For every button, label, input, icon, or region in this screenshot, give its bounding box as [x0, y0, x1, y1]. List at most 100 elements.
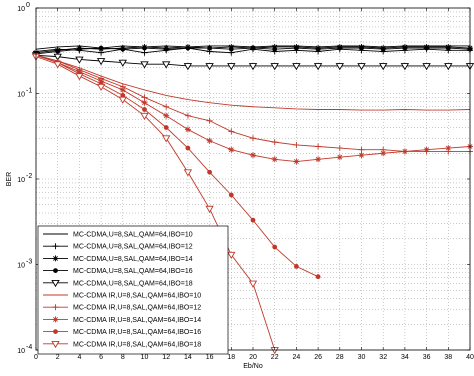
dot-marker: [359, 45, 364, 51]
dot-marker: [98, 45, 104, 51]
marker-stroke: [402, 149, 408, 154]
triangle-down-marker: [162, 135, 171, 143]
x-tick-label: 32: [379, 354, 387, 361]
plus-marker: [52, 304, 59, 311]
star-marker: [206, 137, 213, 144]
marker-stroke: [380, 150, 386, 156]
legend-entry: MC-CDMA IR,U=8,SAL,QAM=64,IBO=18: [43, 340, 201, 349]
legend-label: MC-CDMA IR,U=8,SAL,QAM=64,IBO=12: [73, 305, 201, 312]
dot-marker: [250, 45, 256, 51]
star-marker: [315, 156, 322, 163]
triangle-down-marker: [53, 53, 62, 61]
star-marker: [336, 154, 343, 161]
x-tick-label: 26: [314, 354, 322, 361]
x-axis-label: Eb/No: [243, 363, 263, 370]
star-marker: [271, 156, 278, 163]
y-tick-label: 10: [17, 348, 25, 355]
legend-label: MC-CDMA IR,U=8,SAL,QAM=64,IBO=10: [73, 293, 201, 300]
dot-marker: [228, 46, 234, 52]
legend-label: MC-CDMA,U=8,SAL,QAM=64,IBO=10: [73, 232, 193, 239]
dot-marker: [207, 169, 213, 175]
legend-label: MC-CDMA,U=8,SAL,QAM=64,IBO=14: [73, 256, 193, 263]
y-tick-label: 10: [17, 6, 25, 13]
triangle-down-marker: [96, 83, 106, 92]
x-tick-label: 34: [401, 354, 409, 361]
triangle-down-marker: [51, 279, 60, 288]
dot-marker: [77, 46, 82, 52]
series-9: [33, 52, 321, 280]
star-marker: [445, 145, 452, 152]
triangle-down-marker: [205, 205, 214, 213]
triangle-down-marker: [335, 63, 344, 71]
dot-marker: [380, 46, 386, 52]
triangle-down-marker: [118, 59, 127, 67]
dot-marker: [142, 107, 147, 112]
y-tick-exponent: -4: [26, 344, 32, 351]
triangle-down-marker: [140, 112, 149, 120]
triangle-down-marker: [51, 340, 60, 349]
plus-marker: [293, 141, 300, 148]
x-tick-label: 38: [444, 354, 452, 361]
x-tick-label: 8: [121, 354, 125, 361]
triangle-down-marker: [140, 61, 149, 69]
marker-stroke: [228, 147, 234, 153]
marker-stroke: [272, 156, 278, 162]
dot-marker: [445, 45, 451, 51]
triangle-down-marker: [227, 63, 236, 71]
y-tick-label: 10: [17, 263, 25, 270]
triangle-down-marker: [379, 63, 388, 71]
x-tick-label: 20: [249, 354, 257, 361]
x-tick-label: 4: [77, 354, 81, 361]
legend-label: MC-CDMA IR,U=8,SAL,QAM=64,IBO=18: [73, 341, 201, 348]
dot-marker: [272, 46, 278, 52]
marker-stroke: [424, 147, 430, 153]
y-tick-exponent: -3: [26, 259, 32, 266]
y-tick-label: 10: [17, 92, 25, 99]
series-line: [35, 54, 319, 278]
star-marker: [141, 99, 148, 106]
dot-marker: [250, 217, 256, 223]
star-marker: [119, 86, 126, 93]
x-tick-label: 36: [423, 354, 431, 361]
star-marker: [228, 146, 235, 153]
triangle-down-marker: [227, 251, 236, 260]
legend-entry: MC-CDMA,U=8,SAL,QAM=64,IBO=16: [43, 268, 193, 275]
star-marker: [380, 150, 387, 157]
legend-entry: MC-CDMA,U=8,SAL,QAM=64,IBO=10: [43, 232, 193, 239]
marker-stroke: [250, 152, 256, 158]
star-marker: [423, 146, 430, 153]
plus-marker: [228, 128, 235, 135]
dot-marker: [294, 45, 299, 51]
dot-marker: [424, 45, 430, 51]
legend-entry: MC-CDMA IR,U=8,SAL,QAM=64,IBO=14: [43, 316, 201, 324]
legend-label: MC-CDMA,U=8,SAL,QAM=64,IBO=16: [73, 268, 193, 275]
triangle-down-marker: [400, 63, 410, 71]
triangle-down-marker: [75, 56, 84, 64]
triangle-down-marker: [162, 61, 171, 69]
triangle-down-marker: [292, 63, 301, 71]
dot-marker: [53, 268, 58, 274]
x-tick-label: 14: [184, 354, 192, 361]
legend-box: [37, 225, 229, 355]
dot-marker: [402, 45, 408, 51]
triangle-down-marker: [313, 63, 323, 71]
marker-stroke: [207, 138, 213, 144]
plus-marker: [141, 49, 148, 56]
dot-marker: [272, 244, 278, 250]
marker-stroke: [163, 113, 169, 119]
plus-marker: [206, 117, 213, 124]
triangle-down-marker: [75, 73, 84, 81]
legend-entry: MC-CDMA IR,U=8,SAL,QAM=64,IBO=12: [43, 304, 201, 312]
dot-marker: [53, 329, 58, 335]
dot-marker: [163, 46, 169, 52]
plus-marker: [336, 145, 343, 152]
triangle-down-marker: [248, 63, 258, 71]
marker-stroke: [142, 100, 147, 106]
legend-entry: MC-CDMA,U=8,SAL,QAM=64,IBO=12: [43, 243, 193, 251]
marker-stroke: [337, 154, 343, 160]
dot-marker: [294, 264, 299, 269]
series-4: [33, 45, 473, 57]
x-tick-label: 12: [162, 354, 170, 361]
triangle-down-marker: [270, 63, 279, 71]
x-tick-label: 2: [56, 354, 60, 361]
